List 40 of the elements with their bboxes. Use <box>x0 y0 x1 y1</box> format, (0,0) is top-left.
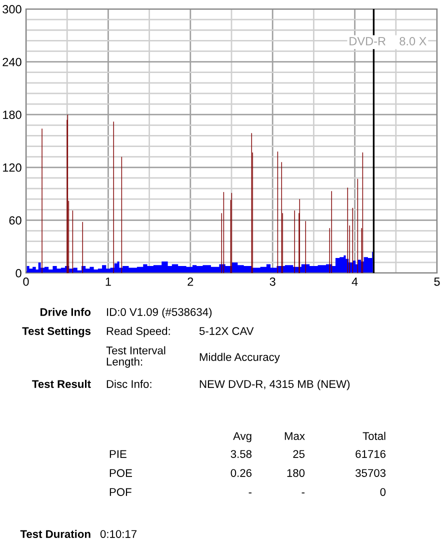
text: Total <box>362 432 386 440</box>
annotation: DVD-R 8.0 X <box>350 37 426 46</box>
text: Test Duration <box>20 530 90 538</box>
text: Middle Accuracy <box>200 352 280 364</box>
y-tick-label: 60 <box>9 216 22 225</box>
text: Test Interval Length: <box>106 346 166 368</box>
text: Read Speed: <box>106 326 170 338</box>
x-tick-label: 3 <box>270 277 276 286</box>
text: 3.58 <box>230 450 252 458</box>
text: PIE <box>110 450 126 458</box>
text: 0 <box>380 488 386 496</box>
y-tick-label: 300 <box>2 5 22 14</box>
text: 180 <box>287 469 305 477</box>
x-tick-label: 4 <box>352 278 358 286</box>
text: 0:10:17 <box>100 530 137 538</box>
text: Test Settings <box>22 326 91 338</box>
text: Max <box>284 432 305 440</box>
text: Avg <box>233 432 252 442</box>
text: Test Result <box>32 380 91 388</box>
text: - <box>248 492 252 494</box>
y-tick-label: 240 <box>2 58 22 66</box>
text: POE <box>110 469 132 477</box>
text: Disc Info: <box>106 380 152 388</box>
text: POF <box>110 488 132 496</box>
y-tick-label: 180 <box>3 110 22 119</box>
text: 0.26 <box>230 469 252 477</box>
text: 61716 <box>356 450 386 458</box>
y-tick-label: 120 <box>3 163 22 172</box>
text: 25 <box>293 450 305 458</box>
y-tick-label: 0 <box>16 269 22 278</box>
text: NEW DVD-R, 4315 MB (NEW) <box>200 380 350 390</box>
text: - <box>302 492 305 494</box>
text: Drive Info <box>40 308 91 316</box>
x-tick-label: 2 <box>188 277 194 286</box>
text: 5-12X CAV <box>199 327 254 335</box>
x-tick-label: 1 <box>106 278 111 286</box>
x-tick-label: 0 <box>23 277 29 286</box>
x-tick-label: 5 <box>434 278 440 286</box>
text: 35703 <box>356 469 386 477</box>
text: ID:0 V1.09 (#538634) <box>107 308 212 318</box>
